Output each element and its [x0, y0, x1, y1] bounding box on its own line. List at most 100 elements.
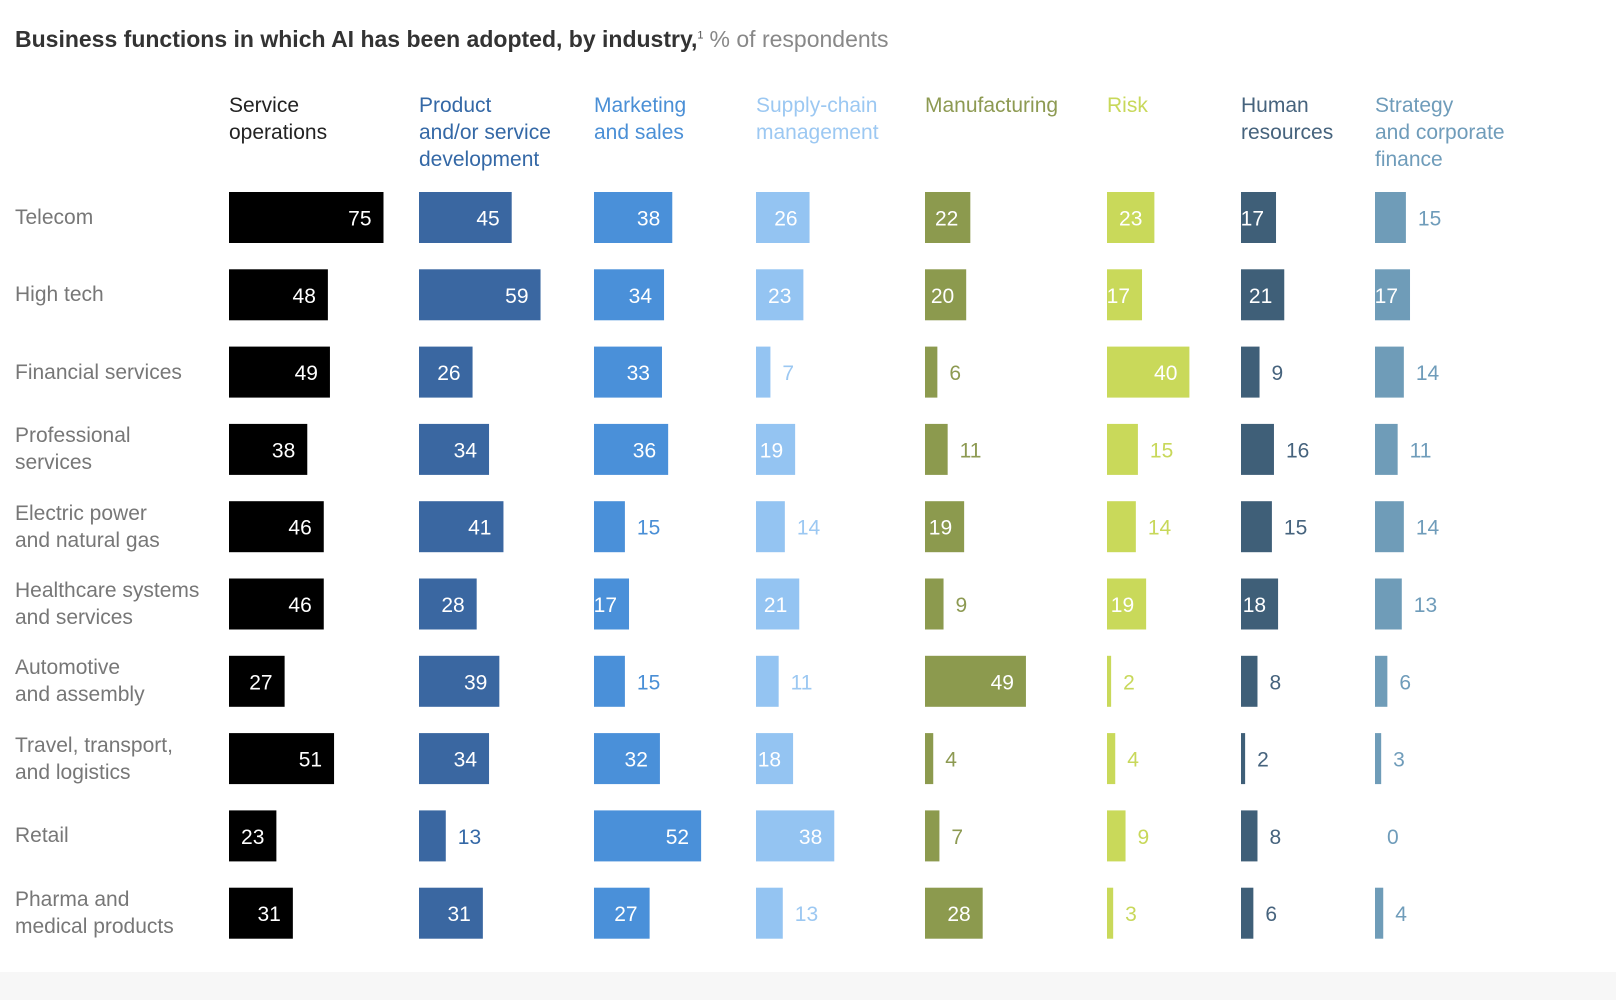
value-label-risk-financial-services: 40	[1154, 362, 1177, 385]
bar-manufacturing-healthcare-systems-and-services	[925, 578, 944, 630]
row-label-high-tech: High tech	[15, 281, 104, 308]
bar-product-and-or-service-development-electric-power-and-natural-gas	[419, 501, 504, 553]
bar-service-operations-electric-power-and-natural-gas	[229, 501, 324, 553]
value-label-service-operations-retail: 23	[241, 826, 264, 849]
bar-product-and-or-service-development-automotive-and-assembly	[419, 655, 500, 707]
bar-risk-high-tech	[1107, 269, 1143, 321]
chart-title: Business functions in which AI has been …	[15, 26, 889, 53]
bar-human-resources-retail	[1241, 810, 1258, 862]
bar-supply-chain-management-telecom	[756, 192, 810, 243]
bar-strategy-and-corporate-finance-travel-transport-and-logistics	[1375, 733, 1382, 785]
bar-service-operations-healthcare-systems-and-services	[229, 578, 324, 630]
bar-manufacturing-retail	[925, 810, 940, 862]
value-label-marketing-and-sales-pharma-and-medical-products: 27	[614, 903, 637, 926]
value-label-product-and-or-service-development-pharma-and-medical-products: 31	[448, 903, 471, 926]
value-label-manufacturing-telecom: 22	[935, 208, 958, 231]
value-label-risk-travel-transport-and-logistics: 4	[1127, 749, 1139, 772]
value-label-marketing-and-sales-electric-power-and-natural-gas: 15	[637, 517, 660, 540]
bar-strategy-and-corporate-finance-professional-services	[1375, 423, 1398, 475]
value-label-product-and-or-service-development-telecom: 45	[476, 208, 499, 231]
value-label-service-operations-professional-services: 38	[272, 439, 295, 462]
bar-strategy-and-corporate-finance-pharma-and-medical-products	[1375, 887, 1384, 939]
bar-marketing-and-sales-automotive-and-assembly	[594, 655, 625, 707]
bar-product-and-or-service-development-retail	[419, 810, 446, 862]
bar-product-and-or-service-development-high-tech	[419, 269, 541, 321]
bar-service-operations-pharma-and-medical-products	[229, 887, 293, 939]
row-label-line: Healthcare systems	[15, 579, 200, 602]
row-label-healthcare-systems-and-services: Healthcare systems and services	[15, 577, 199, 631]
bar-human-resources-automotive-and-assembly	[1241, 655, 1258, 707]
column-header-line: operations	[229, 121, 328, 144]
column-header-marketing-and-sales: Marketing and sales	[594, 92, 686, 146]
value-label-human-resources-electric-power-and-natural-gas: 15	[1284, 517, 1307, 540]
value-label-product-and-or-service-development-financial-services: 26	[437, 362, 460, 385]
bar-product-and-or-service-development-telecom	[419, 192, 512, 243]
chart-subtitle: % of respondents	[709, 26, 889, 52]
value-label-strategy-and-corporate-finance-high-tech: 17	[1375, 285, 1398, 308]
bar-supply-chain-management-high-tech	[756, 269, 804, 321]
value-label-human-resources-telecom: 17	[1241, 208, 1264, 231]
bar-risk-electric-power-and-natural-gas	[1107, 501, 1136, 553]
value-label-marketing-and-sales-travel-transport-and-logistics: 32	[625, 749, 648, 772]
bar-service-operations-travel-transport-and-logistics	[229, 733, 335, 785]
bar-product-and-or-service-development-healthcare-systems-and-services	[419, 578, 477, 630]
bar-supply-chain-management-retail	[756, 810, 835, 862]
value-label-manufacturing-healthcare-systems-and-services: 9	[956, 594, 968, 617]
bar-marketing-and-sales-retail	[594, 810, 702, 862]
value-label-risk-high-tech: 17	[1107, 285, 1130, 308]
value-label-manufacturing-pharma-and-medical-products: 28	[947, 903, 970, 926]
value-label-risk-automotive-and-assembly: 2	[1123, 671, 1135, 694]
bar-product-and-or-service-development-pharma-and-medical-products	[419, 887, 483, 939]
column-header-line: Risk	[1107, 94, 1148, 117]
chart-title-text: Business functions in which AI has been …	[15, 26, 698, 52]
bar-supply-chain-management-electric-power-and-natural-gas	[756, 501, 785, 553]
value-label-manufacturing-travel-transport-and-logistics: 4	[945, 749, 957, 772]
value-label-manufacturing-high-tech: 20	[931, 285, 954, 308]
bar-marketing-and-sales-electric-power-and-natural-gas	[594, 501, 625, 553]
value-label-strategy-and-corporate-finance-financial-services: 14	[1416, 362, 1440, 385]
column-header-line: Product	[419, 94, 492, 117]
title-footnote-marker: 1	[697, 29, 704, 42]
row-label-line: and services	[15, 606, 133, 629]
value-label-human-resources-financial-services: 9	[1272, 362, 1284, 385]
row-label-line: and logistics	[15, 760, 131, 784]
value-label-risk-pharma-and-medical-products: 3	[1125, 903, 1137, 926]
bar-manufacturing-pharma-and-medical-products	[925, 887, 983, 939]
bar-manufacturing-financial-services	[925, 346, 938, 398]
bar-marketing-and-sales-professional-services	[594, 423, 669, 475]
value-label-strategy-and-corporate-finance-retail: 0	[1387, 826, 1399, 849]
row-label-professional-services: Professional services	[15, 422, 131, 476]
column-header-line: and/or service	[419, 121, 551, 144]
bar-marketing-and-sales-high-tech	[594, 269, 665, 321]
bar-service-operations-retail	[229, 810, 277, 862]
bar-manufacturing-professional-services	[925, 423, 948, 475]
value-label-marketing-and-sales-financial-services: 33	[627, 362, 650, 385]
bar-product-and-or-service-development-professional-services	[419, 423, 490, 475]
column-header-line: Supply-chain	[756, 94, 878, 117]
value-label-service-operations-high-tech: 48	[293, 285, 316, 308]
value-label-supply-chain-management-healthcare-systems-and-services: 21	[764, 594, 787, 617]
value-label-strategy-and-corporate-finance-healthcare-systems-and-services: 13	[1414, 594, 1437, 617]
value-label-supply-chain-management-telecom: 26	[774, 208, 797, 231]
bar-service-operations-telecom	[229, 192, 384, 243]
bar-product-and-or-service-development-financial-services	[419, 346, 473, 398]
value-label-marketing-and-sales-high-tech: 34	[629, 285, 653, 308]
bar-service-operations-high-tech	[229, 269, 328, 321]
value-label-supply-chain-management-electric-power-and-natural-gas: 14	[797, 517, 821, 540]
column-header-line: development	[419, 148, 540, 171]
bar-marketing-and-sales-financial-services	[594, 346, 662, 398]
row-label-line: services	[15, 451, 93, 475]
value-label-risk-electric-power-and-natural-gas: 14	[1148, 517, 1172, 540]
bar-marketing-and-sales-pharma-and-medical-products	[594, 887, 650, 939]
bar-risk-telecom	[1107, 192, 1155, 243]
bar-human-resources-financial-services	[1241, 346, 1260, 398]
value-label-human-resources-pharma-and-medical-products: 6	[1265, 903, 1277, 926]
row-label-line: Travel, transport,	[15, 733, 173, 757]
value-label-product-and-or-service-development-high-tech: 59	[505, 285, 528, 308]
row-label-line: Professional	[15, 424, 131, 448]
row-label-financial-services: Financial services	[15, 359, 182, 386]
footer-band	[0, 972, 1616, 1000]
bar-human-resources-telecom	[1241, 192, 1277, 243]
column-header-product-and-or-service-development: Product and/or service development	[419, 92, 551, 173]
value-label-manufacturing-retail: 7	[951, 826, 963, 849]
